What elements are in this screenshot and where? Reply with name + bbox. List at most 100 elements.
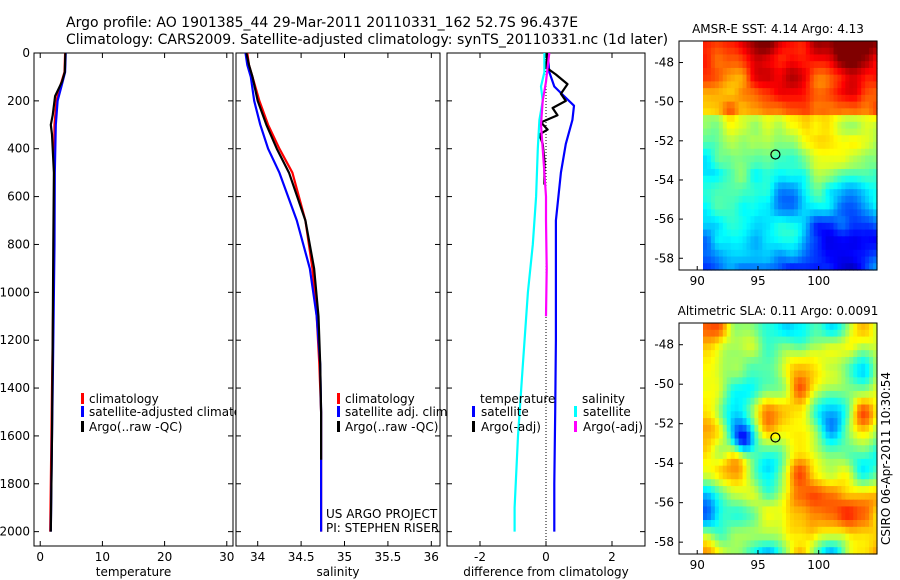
sst_map-cell [809,236,815,244]
sla_map-cell [821,533,827,542]
sla_map-cell [833,404,839,412]
sst_map-cell [817,74,823,83]
sst_map-cell [849,94,854,103]
sla_map-cell [790,540,795,548]
sst_map-cell [742,202,748,210]
sst_map-cell [797,263,803,271]
sla_map-cell [790,329,795,338]
sst_map-cell [825,121,831,130]
sst_map-cell [793,61,799,69]
sst_map-cell [722,54,728,62]
sst_map-cell [853,74,858,83]
sla_map-cell [703,452,708,460]
sla_map-cell [841,363,846,372]
sla_map-cell [706,438,712,446]
sst_map-cell [770,195,775,204]
sla_map-cell [833,356,839,365]
sla_map-cell [714,356,720,365]
sst_map-cell [758,216,763,224]
sst_map-cell [845,216,850,224]
sla_map-cell [786,486,791,494]
sla_map-cell [841,390,846,399]
sla_map-cell [758,411,763,419]
sla_map-cell [710,384,716,392]
sla_map-cell [754,438,759,446]
sla_map-cell [770,424,775,433]
sst_map-cell [833,142,839,150]
sla_map-cell [734,336,740,344]
sst_map-cell [782,189,787,197]
sst_map-cell [790,202,795,210]
sst_map-cell [738,189,744,197]
sla_map-cell [730,458,736,467]
sla_map-cell [793,465,799,474]
sst_map-cell [797,67,803,76]
sst_map-cell [734,222,740,231]
sla_map-cell [746,323,752,331]
sla_map-cell [738,363,744,372]
sla_map-cell [793,445,799,453]
sst_map-cell [750,67,755,76]
sst_map-cell [813,142,819,150]
sla_map-cell [710,472,716,480]
sla_map-cell [813,336,819,344]
sla_map-cell [778,492,783,501]
sst_map-cell [797,182,803,190]
sst_map-cell [817,128,823,136]
sst_map-cell [813,155,819,163]
sst_map-cell [746,155,752,163]
sst_map-cell [849,61,854,69]
sla_map-cell [821,336,827,344]
sla_map-cell [706,356,712,365]
sst_map-cell [762,256,767,264]
sla_map-cell [726,370,732,378]
sst_map-cell [821,115,827,123]
sst_map-cell [809,189,815,197]
sla_map-cell [710,465,716,474]
sla_map-cell [734,520,740,528]
sst_map-cell [790,88,795,96]
temperature-ytick-label: 600 [7,190,30,204]
sla_map-cell [813,343,819,351]
sst_map-cell [754,47,759,56]
sla_map-cell [853,472,858,480]
sla_map-cell [714,363,720,372]
sst_map-cell [786,216,791,224]
sla_map-cell [817,445,823,453]
sst_map-cell [837,128,842,136]
sst_map-cell [797,81,803,89]
sst_map-cell [718,195,724,204]
sst_map-cell [801,175,807,184]
sst_map-cell [774,189,779,197]
sst_map-cell [849,148,854,157]
sst_map-cell [805,81,811,89]
sst_map-cell [853,249,858,258]
sla_map-cell [869,343,874,351]
sla_map-cell [710,540,716,548]
sst_map-cell [758,101,763,109]
sst_map-cell [829,168,835,177]
sst_map-cell [845,67,850,76]
sla_map-cell [809,336,815,344]
sla_map-cell [703,540,708,548]
sla_map-cell [793,363,799,372]
sla_map-cell [853,499,858,508]
sst_map-cell [710,243,716,251]
sla_map-cell [837,370,842,378]
sst_map-cell [849,101,854,109]
sla_map-cell [845,404,850,412]
sla_map-cell [861,499,866,508]
sst_map-cell [849,182,854,190]
sla_map-cell [809,411,815,419]
sst_map-cell [841,135,846,143]
sst_map-cell [766,155,771,163]
sla_map-cell [849,506,854,514]
sst_map-cell [718,135,724,143]
sla_map-cell [706,343,712,351]
sla_map-cell [770,404,775,412]
sst_map-cell [722,81,728,89]
sst_map-cell [758,243,763,251]
sla_map-cell [813,452,819,460]
sla_map-cell [726,465,732,474]
sla_map-cell [833,323,839,331]
